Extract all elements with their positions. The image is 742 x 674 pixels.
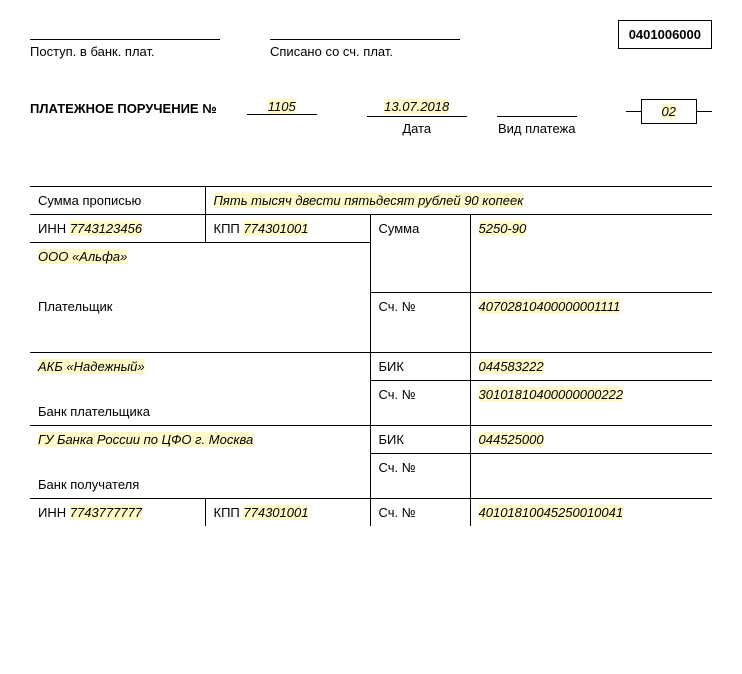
- row-payer-account: Плательщик Сч. № 40702810400000001111: [30, 293, 712, 353]
- row-payer-bank-bik: АКБ «Надежный» БИК 044583222: [30, 353, 712, 381]
- order-date: 13.07.2018: [367, 99, 467, 117]
- row-payer-inn: ИНН 7743123456 КПП 774301001 Сумма 5250-…: [30, 215, 712, 243]
- order-number: 1105: [247, 99, 317, 115]
- label-payer: Плательщик: [30, 293, 370, 353]
- label-payee-bank-account: Сч. №: [370, 454, 470, 499]
- label-payee-account: Сч. №: [370, 499, 470, 527]
- payer-bank-name: АКБ «Надежный»: [30, 353, 370, 381]
- debited-label: Списано со сч. плат.: [270, 40, 460, 59]
- order-kind-label: Вид платежа: [497, 117, 577, 136]
- order-date-block: 13.07.2018 Дата: [367, 99, 467, 136]
- payee-bank-bik: 044525000: [470, 426, 712, 454]
- payer-name: ООО «Альфа»: [30, 243, 370, 293]
- label-payee-bank-bik: БИК: [370, 426, 470, 454]
- order-code-block: 02: [626, 99, 712, 124]
- label-payer-account: Сч. №: [370, 293, 470, 353]
- sum-cont: [370, 243, 470, 293]
- payer-sum: 5250-90: [470, 215, 712, 243]
- label-payee-bank: Банк получателя: [30, 454, 370, 499]
- row-sum-words: Сумма прописью Пять тысяч двести пятьдес…: [30, 187, 712, 215]
- payee-bank-account: [470, 454, 712, 499]
- label-sum: Сумма: [370, 215, 470, 243]
- header-row: Поступ. в банк. плат. Списано со сч. пла…: [30, 20, 712, 59]
- payer-bank-bik: 044583222: [470, 353, 712, 381]
- row-payee-bank-bik: ГУ Банка России по ЦФО г. Москва БИК 044…: [30, 426, 712, 454]
- received-label: Поступ. в банк. плат.: [30, 40, 220, 59]
- debited-line: [270, 20, 460, 40]
- row-payer-bank-acc: Банк плательщика Сч. № 30101810400000000…: [30, 381, 712, 426]
- received-line: [30, 20, 220, 40]
- payee-account: 40101810045250010041: [470, 499, 712, 527]
- label-sum-words: Сумма прописью: [30, 187, 205, 215]
- payer-bank-account: 30101810400000000222: [470, 381, 712, 426]
- label-payer-bank-bik: БИК: [370, 353, 470, 381]
- order-kind-block: Вид платежа: [497, 99, 577, 136]
- row-payee-inn: ИНН 7743777777 КПП 774301001 Сч. № 40101…: [30, 499, 712, 527]
- order-title: ПЛАТЕЖНОЕ ПОРУЧЕНИЕ №: [30, 99, 217, 116]
- debited-block: Списано со сч. плат.: [270, 20, 460, 59]
- order-code-lead: [626, 111, 641, 112]
- payer-inn: ИНН 7743123456: [30, 215, 205, 243]
- order-date-label: Дата: [367, 117, 467, 136]
- payer-account: 40702810400000001111: [470, 293, 712, 353]
- order-row: ПЛАТЕЖНОЕ ПОРУЧЕНИЕ № 1105 13.07.2018 Да…: [30, 99, 712, 136]
- received-block: Поступ. в банк. плат.: [30, 20, 220, 59]
- row-payer-name: ООО «Альфа»: [30, 243, 712, 293]
- payment-table: Сумма прописью Пять тысяч двести пятьдес…: [30, 186, 712, 526]
- sum-val-cont: [470, 243, 712, 293]
- payee-kpp: КПП 774301001: [205, 499, 370, 527]
- value-sum-words: Пять тысяч двести пятьдесят рублей 90 ко…: [205, 187, 712, 215]
- order-kind-line: [497, 99, 577, 117]
- payee-inn: ИНН 7743777777: [30, 499, 205, 527]
- label-payer-bank: Банк плательщика: [30, 381, 370, 426]
- order-code-trail: [697, 111, 712, 112]
- payer-kpp: КПП 774301001: [205, 215, 370, 243]
- payee-bank-name: ГУ Банка России по ЦФО г. Москва: [30, 426, 370, 454]
- label-payer-bank-account: Сч. №: [370, 381, 470, 426]
- order-code: 02: [641, 99, 697, 124]
- row-payee-bank-acc: Банк получателя Сч. №: [30, 454, 712, 499]
- form-code: 0401006000: [618, 20, 712, 49]
